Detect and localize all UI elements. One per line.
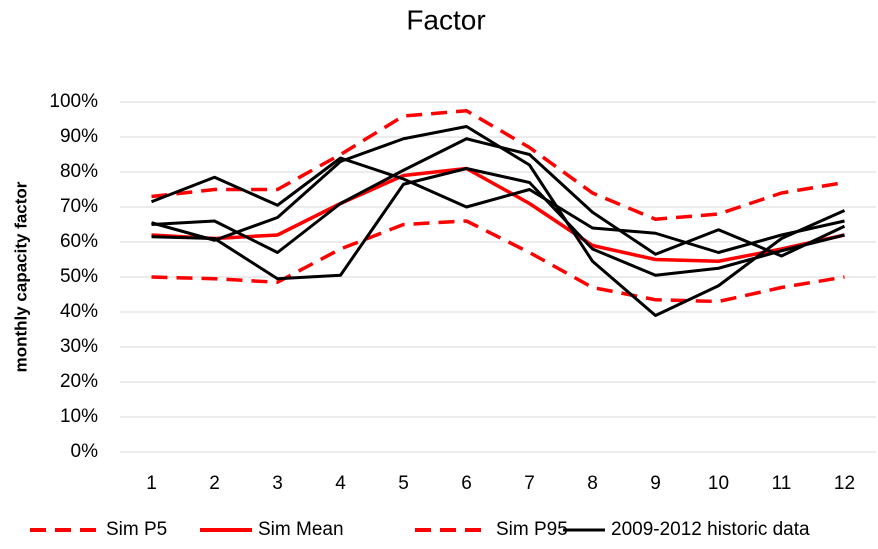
y-tick-label: 70% [60, 196, 98, 217]
y-tick-label: 0% [71, 441, 99, 462]
y-tick-label: 80% [60, 161, 98, 182]
x-tick-label: 3 [272, 473, 283, 494]
y-tick-label: 50% [60, 266, 98, 287]
chart-title: Factor [406, 4, 485, 35]
x-tick-label: 10 [708, 473, 729, 494]
x-tick-label: 2 [209, 473, 220, 494]
x-tick-label: 1 [146, 473, 157, 494]
series-line [151, 167, 845, 281]
legend-label: Sim Mean [258, 519, 344, 540]
x-tick-label: 11 [772, 473, 792, 494]
series-line [150, 156, 845, 254]
x-tick-label: 7 [524, 473, 535, 494]
series-line [151, 137, 846, 258]
y-tick-label: 10% [60, 406, 98, 427]
x-tick-label: 12 [834, 473, 855, 494]
legend-label: Sim P95 [496, 519, 568, 540]
y-tick-label: 30% [60, 336, 98, 357]
y-axis-label: monthly capacity factor [11, 181, 30, 372]
series-line [151, 166, 845, 263]
y-tick-label: 90% [60, 126, 98, 147]
series-line [151, 109, 845, 221]
legend-label: Sim P5 [106, 519, 167, 540]
x-tick-label: 9 [650, 473, 661, 494]
y-tick-label: 60% [60, 231, 98, 252]
series-line [151, 125, 846, 317]
y-tick-label: 100% [49, 91, 98, 112]
legend-label: 2009-2012 historic data [611, 519, 810, 540]
x-tick-label: 8 [587, 473, 598, 494]
y-tick-label: 20% [60, 371, 98, 392]
series-line [151, 219, 845, 304]
x-tick-label: 4 [335, 473, 346, 494]
y-tick-label: 40% [60, 301, 98, 322]
x-tick-label: 5 [398, 473, 409, 494]
x-tick-label: 6 [461, 473, 472, 494]
